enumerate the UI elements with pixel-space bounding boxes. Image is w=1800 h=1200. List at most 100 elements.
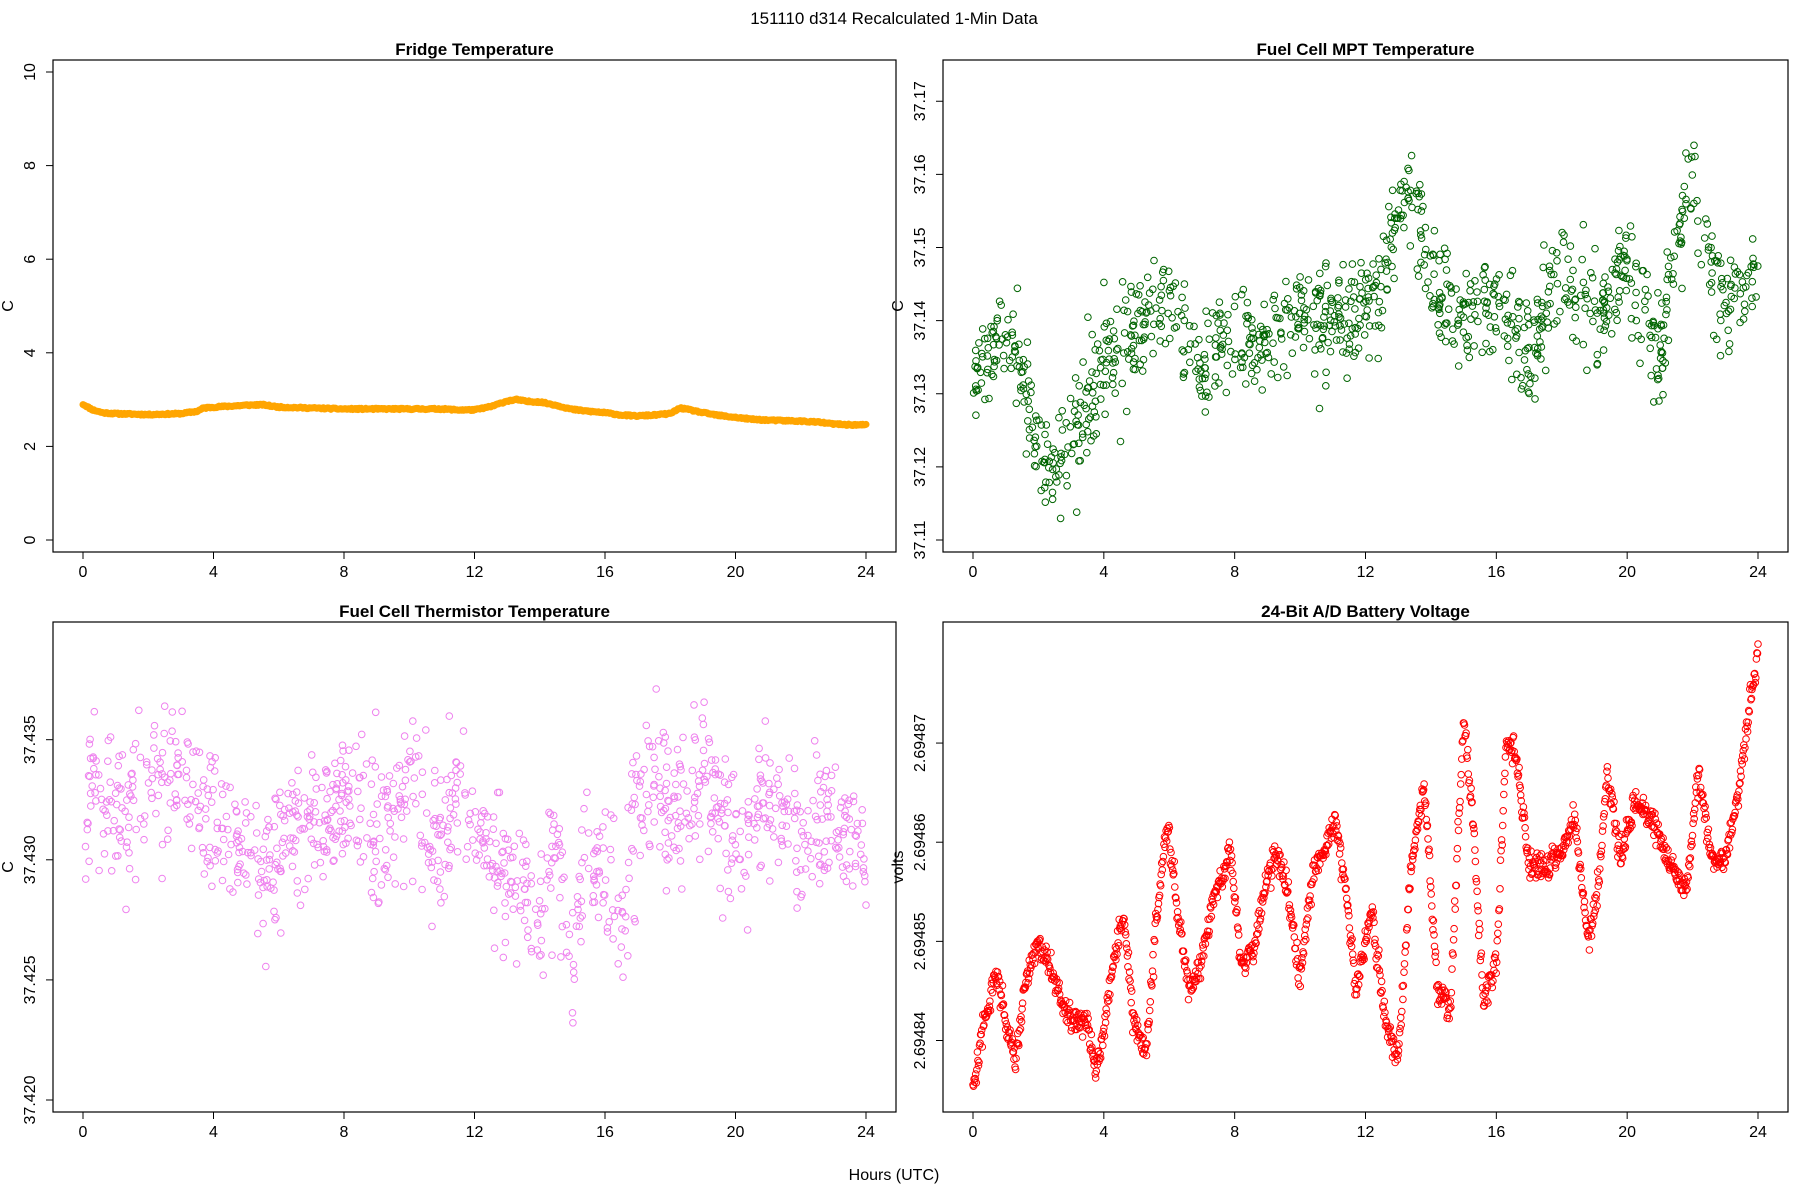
thermistor-data-point (766, 816, 775, 824)
thermistor-data-point (445, 712, 454, 720)
thermistor-data-point (496, 867, 504, 875)
thermistor-data-point (763, 823, 772, 832)
battery-data-point (1356, 972, 1364, 981)
mpt-data-point (1441, 319, 1450, 328)
thermistor-data-point (153, 754, 162, 763)
mpt-data-point (1009, 310, 1017, 319)
battery-data-point (1749, 681, 1758, 689)
thermistor-data-point (778, 821, 787, 830)
mpt-data-point (1062, 419, 1070, 427)
mpt-data-point (1327, 296, 1335, 305)
battery-data-point (1569, 801, 1577, 809)
battery-data-point (1397, 1021, 1405, 1029)
mpt-data-point (1742, 283, 1750, 291)
thermistor-data-point (428, 922, 436, 931)
thermistor-data-point (416, 831, 425, 840)
thermistor-data-point (667, 832, 676, 840)
mpt-data-point (1250, 377, 1259, 386)
battery-data-point (1015, 1041, 1023, 1050)
battery-x-tick-label: 16 (1487, 1124, 1505, 1141)
battery-data-point (1548, 842, 1557, 851)
thermistor-data-point (636, 777, 645, 786)
thermistor-data-point (178, 707, 186, 716)
battery-data-point (1231, 894, 1240, 902)
thermistor-data-point (234, 878, 242, 887)
mpt-data-point (1708, 232, 1716, 240)
thermistor-data-point (839, 830, 848, 839)
mpt-data-point (1662, 293, 1671, 302)
battery-data-point (1552, 859, 1560, 867)
battery-data-point (1256, 914, 1265, 923)
thermistor-data-point (684, 814, 693, 822)
mpt-data-point (1345, 340, 1354, 348)
thermistor-data-point (389, 779, 398, 788)
thermistor-data-point (296, 901, 305, 910)
mpt-data-point (1387, 243, 1396, 251)
mpt-data-point (1417, 231, 1425, 239)
thermistor-data-point (117, 837, 126, 845)
thermistor-data-point (710, 794, 719, 802)
thermistor-data-point (86, 789, 95, 798)
battery-data-point (1420, 780, 1428, 788)
mpt-data-point (1379, 232, 1388, 241)
battery-data-point (1355, 972, 1363, 980)
mpt-data-point (1058, 426, 1067, 434)
mpt-y-tick-label: 37.14 (912, 301, 929, 341)
mpt-data-point (1125, 355, 1133, 363)
thermistor-data-point (344, 834, 352, 843)
mpt-data-point (1466, 287, 1474, 295)
mpt-data-point (1664, 336, 1673, 345)
mpt-data-point (1421, 223, 1430, 232)
mpt-data-point (1049, 445, 1057, 453)
thermistor-data-point (331, 835, 340, 844)
thermistor-data-point (578, 826, 586, 834)
battery-data-point (1453, 854, 1461, 863)
thermistor-data-point (676, 857, 685, 865)
mpt-data-point (1368, 283, 1377, 292)
battery-data-point (1121, 928, 1129, 936)
mpt-data-point (1378, 306, 1387, 315)
thermistor-data-point (381, 866, 390, 874)
mpt-data-point (1052, 472, 1060, 481)
thermistor-data-point (326, 824, 334, 833)
battery-data-point (1164, 827, 1173, 836)
mpt-data-point (1716, 310, 1724, 319)
battery-data-point (1406, 862, 1415, 871)
thermistor-data-point (548, 826, 557, 835)
mpt-data-point (1069, 440, 1077, 449)
mpt-data-point (1156, 314, 1164, 323)
mpt-data-point (1414, 272, 1423, 280)
battery-data-point (1721, 858, 1730, 867)
thermistor-data-point (666, 813, 675, 822)
thermistor-data-point (150, 721, 159, 730)
battery-data-point (1608, 793, 1617, 801)
battery-data-point (1627, 818, 1636, 827)
thermistor-data-point (501, 938, 510, 947)
mpt-data-point (1223, 361, 1232, 370)
battery-data-point (1433, 981, 1441, 990)
mpt-data-point (1495, 299, 1503, 307)
battery-data-point (977, 1026, 986, 1034)
battery-data-point (1349, 956, 1357, 965)
battery-data-point (1434, 1000, 1442, 1009)
mpt-data-point (1669, 280, 1678, 288)
battery-data-point (1388, 1032, 1396, 1041)
thermistor-data-point (756, 775, 765, 783)
mpt-data-point (1358, 289, 1366, 297)
mpt-data-point (1546, 282, 1554, 291)
battery-data-point (1531, 857, 1540, 866)
mpt-data-point (1474, 317, 1482, 326)
mpt-data-point (1568, 285, 1577, 294)
mpt-data-point (1300, 315, 1308, 324)
thermistor-data-point (144, 779, 153, 787)
battery-data-point (1079, 1014, 1087, 1023)
thermistor-data-point (838, 863, 847, 871)
thermistor-data-point (593, 828, 601, 836)
mpt-data-point (1123, 307, 1132, 316)
battery-data-point (1684, 861, 1693, 869)
mpt-data-point (1262, 349, 1270, 358)
battery-data-point (1171, 883, 1179, 891)
mpt-data-point (1564, 298, 1572, 306)
mpt-data-point (1622, 231, 1630, 240)
mpt-data-point (1011, 343, 1019, 351)
